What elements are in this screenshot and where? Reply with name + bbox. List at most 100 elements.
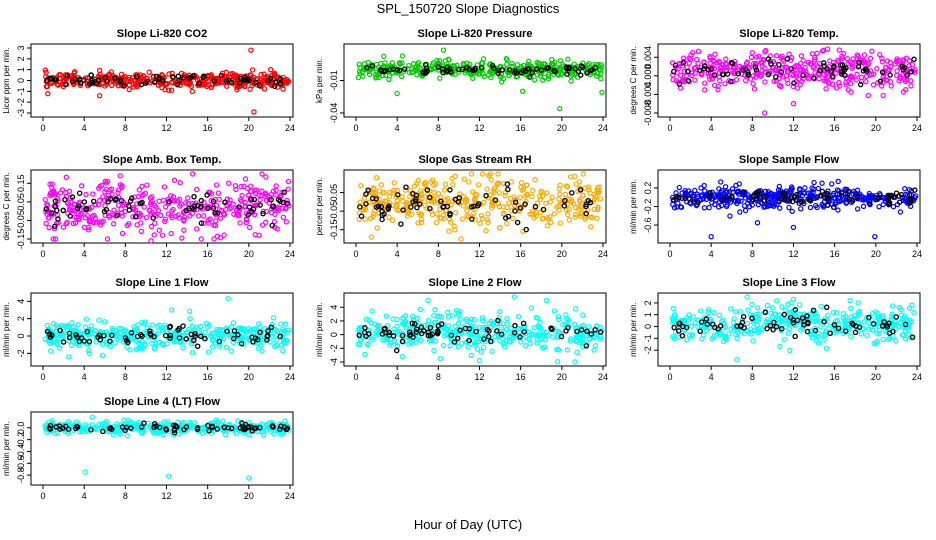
data-point [796, 302, 803, 308]
data-point [737, 209, 743, 215]
data-point-secondary [156, 75, 163, 81]
data-point-secondary [60, 207, 67, 214]
data-point [251, 109, 257, 115]
data-point [572, 173, 578, 180]
data-point [164, 80, 170, 87]
data-point [737, 309, 744, 315]
data-point [222, 431, 229, 438]
data-point [531, 77, 538, 83]
data-point [267, 66, 274, 73]
data-point [193, 73, 199, 80]
data-point-secondary [455, 199, 462, 205]
data-point-secondary [584, 70, 590, 76]
data-point [486, 61, 493, 68]
x-tick-label: 4 [395, 123, 400, 133]
data-point [861, 52, 868, 58]
data-point-secondary [674, 193, 680, 200]
data-point [712, 51, 718, 57]
y-axis-label: percent per min. [315, 178, 324, 236]
x-tick-label: 0 [353, 249, 358, 259]
data-point [814, 50, 820, 57]
data-point [89, 414, 96, 420]
panel-3: Slope Li-820 Temp.0 4 8 12 16 20 24-0.008-0.00… [629, 28, 922, 133]
data-point [781, 58, 787, 64]
data-point-secondary [212, 210, 218, 216]
data-point [522, 343, 529, 349]
data-point-secondary [190, 73, 197, 79]
scatter-points [669, 46, 918, 116]
data-point [149, 322, 155, 328]
data-point [764, 203, 771, 210]
data-point-secondary [237, 80, 243, 86]
data-point-secondary [379, 216, 385, 223]
data-point [911, 310, 917, 316]
data-point-secondary [427, 194, 433, 201]
data-point [378, 182, 385, 188]
data-point [43, 220, 49, 227]
data-point-secondary [708, 66, 715, 72]
x-tick-label: 4 [395, 372, 400, 382]
data-point [166, 71, 172, 77]
data-point [249, 329, 255, 335]
data-point [489, 70, 495, 76]
data-point-secondary [686, 195, 692, 202]
data-point [800, 57, 806, 64]
data-point [509, 208, 515, 214]
data-point [504, 220, 510, 227]
data-point [246, 475, 252, 481]
panel-title: Slope Sample Flow [739, 154, 840, 166]
data-point [763, 47, 769, 54]
x-tick-label: 16 [203, 491, 213, 501]
data-point [548, 219, 554, 226]
data-point [495, 180, 501, 186]
data-point [709, 200, 715, 206]
data-point-secondary [455, 66, 462, 73]
data-point-secondary [706, 195, 713, 201]
data-point [476, 357, 483, 364]
data-point-secondary [268, 324, 275, 330]
data-point [139, 345, 146, 352]
y-axis-label: ml/min per min. [315, 302, 324, 357]
data-point [362, 206, 369, 212]
data-point [464, 207, 470, 214]
data-point-secondary [561, 203, 568, 209]
data-point [745, 192, 751, 198]
data-point-secondary [390, 333, 397, 339]
data-point [452, 323, 459, 330]
x-tick-label: 20 [557, 249, 567, 259]
data-point [736, 191, 742, 197]
data-point [848, 333, 854, 340]
data-point [418, 216, 425, 223]
x-tick-label: 20 [244, 123, 254, 133]
data-point [683, 73, 689, 79]
data-point [821, 47, 827, 53]
data-point [756, 311, 763, 317]
data-point [213, 218, 219, 224]
data-point-secondary [218, 72, 225, 79]
data-point-secondary [753, 67, 760, 73]
data-point-secondary [112, 197, 119, 203]
data-point [764, 302, 771, 309]
data-point [76, 216, 82, 223]
data-point-secondary [198, 203, 204, 210]
data-point [702, 188, 708, 194]
data-point [200, 220, 207, 227]
data-point [712, 194, 718, 200]
data-point [220, 336, 227, 342]
data-point [854, 52, 861, 58]
data-point [121, 73, 128, 80]
data-point [237, 197, 244, 203]
data-point-secondary [499, 67, 506, 73]
data-point-secondary [578, 63, 585, 69]
data-point-secondary [824, 192, 830, 199]
data-point-secondary [761, 193, 767, 200]
data-point [223, 344, 230, 351]
data-point-secondary [257, 202, 263, 208]
y-tick-label: 0.000 [643, 65, 653, 88]
data-point [414, 72, 420, 78]
x-tick-label: 16 [203, 249, 213, 259]
data-point [708, 233, 714, 240]
data-point [216, 343, 222, 350]
data-point [156, 198, 162, 204]
data-point [440, 47, 447, 53]
